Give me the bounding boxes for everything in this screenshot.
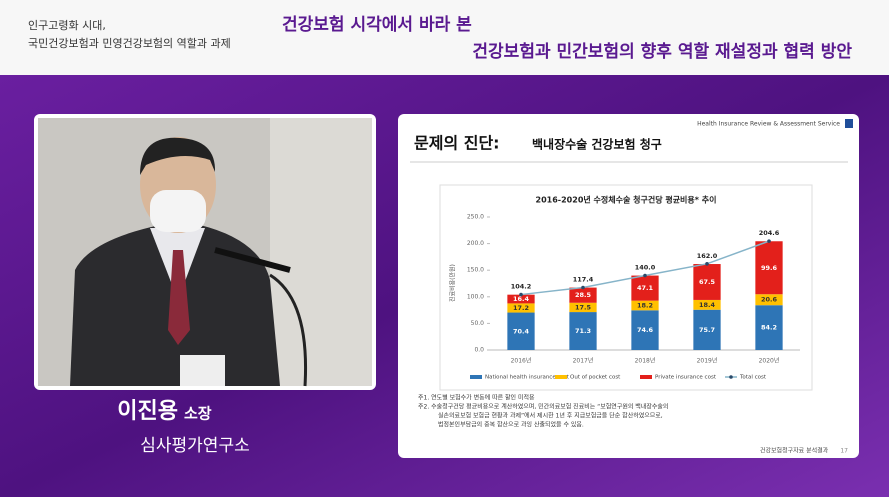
legend-swatch: [729, 375, 733, 379]
bar-segment: [755, 294, 783, 306]
chart-box: [439, 184, 813, 391]
data-label: 16.4: [513, 295, 530, 303]
banner-subtitle: 국민건강보험과 민영건강보험의 역할과 과제: [28, 37, 231, 50]
y-tick-label: 0.0: [474, 347, 484, 354]
data-label: 18.2: [637, 301, 653, 309]
bar-segment: [631, 275, 659, 301]
logo: [845, 119, 853, 128]
bar-segment: [569, 287, 597, 303]
total-marker: [581, 285, 585, 290]
data-label: 75.7: [699, 326, 715, 334]
legend-label: Out of pocket cost: [570, 375, 621, 381]
bar-segment: [569, 302, 597, 313]
speaker-name: 이진용: [117, 399, 178, 424]
y-axis-label: 진료비용(만원): [449, 264, 457, 302]
data-label: 18.4: [699, 301, 716, 309]
data-label: 71.3: [575, 327, 591, 335]
speaker-position: 소장: [184, 405, 212, 423]
note: 실손의료보험 보험금 현황과 과제”에서 제시한 1년 후 지급보험금을 단순 …: [438, 412, 663, 420]
data-label: 47.1: [637, 284, 654, 292]
data-label: 67.5: [699, 278, 716, 286]
legend-swatch: [470, 375, 482, 379]
speaker-video: [38, 118, 372, 387]
bar-segment: [693, 309, 721, 350]
x-tick-label: 2019년: [697, 357, 718, 365]
total-marker: [643, 273, 647, 278]
y-tick-label: 50.0: [471, 320, 485, 327]
legend-label: Private insurance cost: [655, 375, 717, 381]
slide-org: Health Insurance Review & Assessment Ser…: [697, 121, 840, 128]
data-label: 74.6: [637, 326, 654, 334]
banner: [0, 0, 889, 75]
x-tick-label: 2020년: [759, 357, 780, 365]
bar-segment: [755, 305, 783, 350]
data-label: 17.5: [575, 303, 592, 311]
data-label: 162.0: [697, 252, 718, 260]
data-label: 28.5: [575, 291, 592, 299]
bar-segment: [507, 303, 535, 313]
page-number: 17: [840, 448, 848, 455]
bar-segment: [755, 241, 783, 295]
total-marker: [767, 239, 771, 243]
x-tick-label: 2018년: [635, 357, 656, 365]
data-label: 99.6: [761, 264, 778, 272]
bar-segment: [693, 264, 721, 300]
data-label: 84.2: [761, 324, 777, 332]
banner-title: 건강보험과 민간보험의 향후 역할 재설정과 협력 방안: [472, 41, 852, 62]
total-marker: [705, 262, 709, 266]
y-tick-label: 200.0: [467, 240, 484, 247]
banner-subtitle: 인구고령화 시대,: [28, 19, 106, 32]
legend-swatch: [640, 375, 652, 379]
data-label: 117.4: [573, 276, 594, 284]
bar-segment: [507, 294, 535, 304]
note: 법정본인부담금의 중복 합산으로 과잉 산출되었을 수 있음.: [438, 421, 584, 429]
x-tick-label: 2016년: [511, 357, 532, 365]
bar-segment: [631, 300, 659, 311]
slide-heading: 문제의 진단:: [414, 134, 500, 153]
y-tick-label: 150.0: [467, 267, 484, 274]
y-tick-label: 100.0: [467, 293, 484, 300]
slide-subheading: 백내장수술 건강보험 청구: [532, 137, 662, 152]
data-label: 104.2: [511, 283, 532, 291]
data-label: 204.6: [759, 229, 780, 237]
note: 주1. 연도별 보험수가 변동에 따른 할인 미적용: [418, 394, 535, 402]
x-tick-label: 2017년: [573, 357, 594, 365]
bar-segment: [569, 312, 597, 350]
chart-title: 2016-2020년 수정체수술 청구건당 평균비용* 추이: [536, 195, 717, 205]
banner-title: 건강보험 시각에서 바라 본: [282, 14, 472, 35]
speaker-organization: 심사평가연구소: [140, 436, 249, 456]
bar-segment: [507, 312, 535, 350]
data-label: 70.4: [513, 327, 530, 335]
legend-swatch: [555, 375, 567, 379]
slide-footer: 건강보험청구자료 분석결과: [760, 447, 829, 455]
legend-label: National health insurance cost: [485, 375, 570, 381]
bar-segment: [631, 310, 659, 350]
legend-label: Total cost: [739, 375, 767, 381]
data-label: 20.6: [761, 296, 778, 304]
y-tick-label: 250.0: [467, 214, 484, 221]
data-label: 17.2: [513, 304, 529, 312]
bar-segment: [693, 299, 721, 310]
data-label: 140.0: [635, 264, 656, 272]
note: 주2. 수술청구건당 평균비용으로 계산하였으며, 민간의료보험 진료비는 “보…: [418, 403, 668, 411]
total-marker: [519, 292, 523, 297]
